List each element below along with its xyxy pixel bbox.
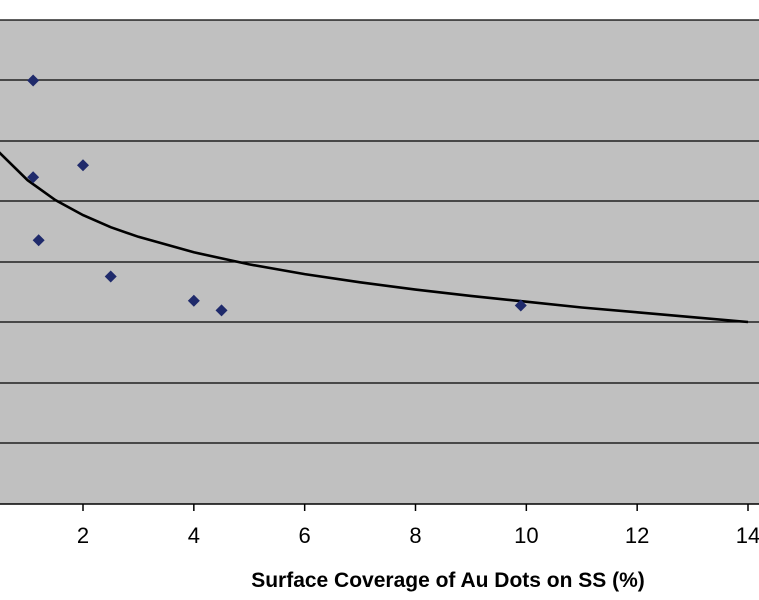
data-point-0 xyxy=(27,74,40,87)
plot-area xyxy=(0,19,759,504)
x-tick-label-2: 6 xyxy=(299,523,311,548)
trendline xyxy=(0,151,749,324)
x-axis-title: Surface Coverage of Au Dots on SS (%) xyxy=(251,569,645,592)
x-tick-label-6: 14 xyxy=(736,523,759,548)
data-point-6 xyxy=(215,304,228,317)
data-point-7 xyxy=(514,299,527,312)
x-tick-label-3: 8 xyxy=(409,523,421,548)
x-tick-label-0: 2 xyxy=(77,523,89,548)
x-tick-label-4: 10 xyxy=(514,523,538,548)
data-point-4 xyxy=(104,270,117,283)
x-tick-label-1: 4 xyxy=(188,523,200,548)
data-point-3 xyxy=(77,159,89,172)
data-point-2 xyxy=(32,234,45,247)
data-point-5 xyxy=(187,294,200,307)
x-tick-label-5: 12 xyxy=(625,523,649,548)
data-point-1 xyxy=(27,171,40,184)
x-axis: 2 4 6 8 10 12 14 xyxy=(0,503,759,548)
